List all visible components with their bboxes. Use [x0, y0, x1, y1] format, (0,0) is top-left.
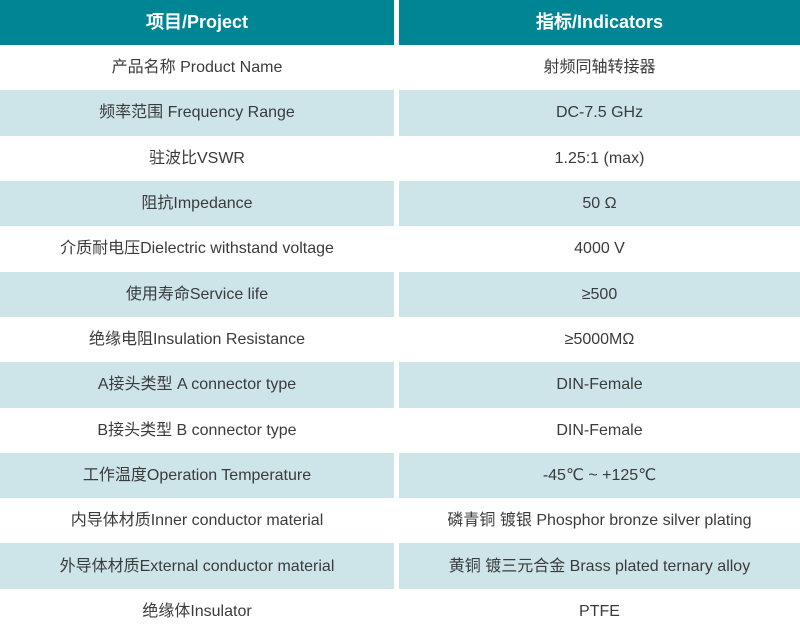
column-divider: [394, 90, 399, 136]
project-cell: 内导体材质Inner conductor material: [70, 512, 324, 530]
indicator-cell: 50 Ω: [582, 195, 617, 212]
column-divider: [394, 271, 399, 317]
indicator-cell: DIN-Female: [556, 421, 643, 439]
table-row-impedance: 阻抗Impedance 50 Ω: [0, 180, 800, 227]
table-row-dielectric-withstand-voltage: 介质耐电压Dielectric withstand voltage 4000 V: [0, 226, 800, 272]
indicator-cell: PTFE: [579, 602, 620, 620]
table-row-operation-temperature: 工作温度Operation Temperature -45℃ ~ +125℃: [0, 452, 800, 499]
indicator-cell: 1.25:1 (max): [554, 149, 645, 167]
project-cell: 工作温度Operation Temperature: [82, 466, 312, 484]
indicator-cell: DIN-Female: [556, 376, 643, 394]
table-row-external-conductor-material: 外导体材质External conductor material 黄铜 镀三元合…: [0, 543, 800, 589]
table-row-frequency-range: 频率范围 Frequency Range DC-7.5 GHz: [0, 90, 800, 136]
column-divider: [394, 226, 399, 272]
column-divider: [394, 498, 399, 544]
indicator-cell: ≥500: [581, 285, 618, 303]
column-divider: [394, 452, 399, 499]
project-cell: 阻抗Impedance: [141, 195, 253, 212]
indicator-cell: 4000 V: [574, 240, 625, 258]
project-cell: 驻波比VSWR: [148, 149, 245, 167]
project-cell: B接头类型 B connector type: [97, 421, 297, 439]
column-header-indicators: 指标/Indicators: [535, 11, 664, 32]
table-header-row: 项目/Project 指标/Indicators: [0, 0, 800, 45]
column-divider: [394, 316, 399, 363]
table-row-insulator: 绝缘体Insulator PTFE: [0, 588, 800, 634]
column-divider: [394, 45, 399, 91]
indicator-cell: 黄铜 镀三元合金 Brass plated ternary alloy: [448, 557, 751, 575]
project-cell: 频率范围 Frequency Range: [99, 104, 295, 122]
project-cell: 外导体材质External conductor material: [59, 557, 335, 575]
indicator-cell: ≥5000MΩ: [564, 330, 635, 348]
table-row-inner-conductor-material: 内导体材质Inner conductor material 磷青铜 镀银 Pho…: [0, 498, 800, 544]
project-cell: 使用寿命Service life: [125, 285, 269, 303]
indicator-cell: DC-7.5 GHz: [555, 104, 644, 122]
table-row-b-connector-type: B接头类型 B connector type DIN-Female: [0, 407, 800, 453]
table-row-service-life: 使用寿命Service life ≥500: [0, 271, 800, 317]
column-divider: [394, 362, 399, 408]
table-row-vswr: 驻波比VSWR 1.25:1 (max): [0, 135, 800, 181]
indicator-cell: -45℃ ~ +125℃: [542, 466, 657, 484]
indicator-cell: 磷青铜 镀银 Phosphor bronze silver plating: [447, 512, 752, 530]
column-header-project: 项目/Project: [145, 11, 249, 32]
column-divider: [394, 543, 399, 589]
project-cell: A接头类型 A connector type: [97, 376, 297, 394]
column-divider: [394, 0, 399, 45]
column-divider: [394, 588, 399, 634]
table-row-insulation-resistance: 绝缘电阻Insulation Resistance ≥5000MΩ: [0, 316, 800, 363]
project-cell: 绝缘体Insulator: [142, 602, 252, 620]
column-divider: [394, 135, 399, 181]
column-divider: [394, 407, 399, 453]
table-row-a-connector-type: A接头类型 A connector type DIN-Female: [0, 362, 800, 408]
table-row-product-name: 产品名称 Product Name 射频同轴转接器: [0, 45, 800, 91]
project-cell: 介质耐电压Dielectric withstand voltage: [60, 240, 334, 258]
project-cell: 绝缘电阻Insulation Resistance: [88, 330, 306, 348]
column-divider: [394, 180, 399, 227]
indicator-cell: 射频同轴转接器: [543, 59, 656, 77]
project-cell: 产品名称 Product Name: [111, 59, 283, 77]
